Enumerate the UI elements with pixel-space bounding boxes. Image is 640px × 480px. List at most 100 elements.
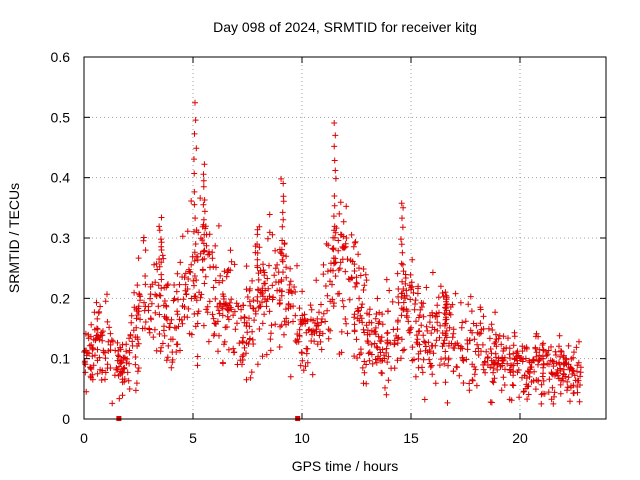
data-point-1007 <box>215 348 221 355</box>
data-point-553 <box>319 330 326 337</box>
data-point-1105 <box>434 319 441 326</box>
data-point-355 <box>368 327 375 334</box>
data-point-161 <box>433 337 440 344</box>
data-point-1393 <box>398 236 404 243</box>
data-point-429 <box>290 303 297 310</box>
data-point-912 <box>163 315 170 322</box>
data-point-1062 <box>554 366 561 373</box>
data-point-190 <box>428 330 435 337</box>
data-point-554 <box>216 310 223 317</box>
data-point-861 <box>126 335 133 342</box>
data-point-882 <box>351 328 358 335</box>
data-point-67 <box>244 294 251 300</box>
data-point-408 <box>197 294 204 301</box>
data-point-1111 <box>166 324 173 331</box>
data-point-1152 <box>505 335 511 342</box>
data-point-805 <box>436 362 443 369</box>
data-point-557 <box>343 320 350 327</box>
data-point-900 <box>106 324 113 331</box>
data-point-1307 <box>156 256 163 263</box>
data-point-1041 <box>296 305 303 312</box>
data-point-1196 <box>514 360 521 367</box>
data-point-877 <box>421 338 427 345</box>
data-point-377 <box>309 371 316 378</box>
data-point-923 <box>163 284 170 291</box>
data-point-365 <box>576 338 582 345</box>
data-point-1387 <box>400 286 407 292</box>
data-point-548 <box>303 350 310 357</box>
data-point-76 <box>272 265 279 272</box>
data-point-1230 <box>384 330 391 337</box>
data-point-324 <box>379 311 386 318</box>
data-point-980 <box>532 344 539 351</box>
data-point-1275 <box>500 333 507 340</box>
y-axis-label: SRMTID / TECUs <box>6 183 22 293</box>
data-point-1372 <box>330 245 337 252</box>
data-point-1226 <box>487 399 494 406</box>
data-point-203 <box>478 348 484 355</box>
data-point-407 <box>419 369 426 376</box>
data-point-1043 <box>565 374 572 381</box>
data-point-921 <box>433 310 440 317</box>
data-point-421 <box>360 287 367 293</box>
data-point-536 <box>400 299 407 306</box>
data-point-228 <box>441 360 448 367</box>
data-point-1248 <box>516 394 523 401</box>
data-point-230 <box>156 311 163 318</box>
data-point-140 <box>402 280 409 287</box>
data-point-1379 <box>332 167 339 174</box>
data-point-552 <box>475 352 482 358</box>
data-point-1313 <box>158 214 165 221</box>
data-point-170 <box>161 298 168 304</box>
data-point-1184 <box>429 269 436 276</box>
data-point-288 <box>313 277 320 284</box>
data-point-199 <box>359 301 366 308</box>
data-point-680 <box>361 358 368 365</box>
data-point-220 <box>480 313 487 320</box>
data-point-1396 <box>400 204 407 211</box>
data-point-1174 <box>478 326 485 333</box>
data-point-925 <box>171 295 178 302</box>
data-point-438 <box>394 357 401 364</box>
data-point-1270 <box>94 370 101 377</box>
data-point-306 <box>351 239 358 246</box>
data-point-1208 <box>211 331 218 337</box>
data-point-1340 <box>200 171 207 178</box>
data-point-616 <box>134 334 141 341</box>
data-point-809 <box>316 309 322 316</box>
data-point-564 <box>206 298 213 305</box>
data-point-1218 <box>495 335 502 342</box>
data-point-1195 <box>90 345 97 352</box>
data-point-1210 <box>185 305 192 312</box>
data-point-516 <box>219 277 226 284</box>
data-point-464 <box>350 243 357 250</box>
data-point-589 <box>269 231 276 238</box>
data-point-185 <box>161 332 168 339</box>
data-point-1061 <box>137 297 143 304</box>
data-point-881 <box>337 199 344 206</box>
data-point-1122 <box>538 400 545 407</box>
data-point-1004 <box>492 331 499 338</box>
data-point-826 <box>557 365 564 372</box>
data-point-1288 <box>205 338 212 345</box>
data-point-196 <box>227 247 234 254</box>
data-point-874 <box>338 349 345 356</box>
data-point-424 <box>121 376 128 382</box>
data-point-250 <box>536 346 543 353</box>
data-point-801 <box>305 327 312 334</box>
data-point-1203 <box>241 314 248 320</box>
data-point-274 <box>395 299 402 306</box>
data-point-1021 <box>142 273 149 279</box>
data-point-177 <box>228 296 235 303</box>
data-point-1048 <box>314 341 321 348</box>
data-point-1086 <box>448 340 455 347</box>
data-point-1027 <box>421 396 428 403</box>
x-tick-label-1: 5 <box>189 430 197 446</box>
data-point-764 <box>401 346 408 353</box>
data-point-683 <box>379 321 386 328</box>
data-point-570 <box>361 369 368 376</box>
data-point-630 <box>140 234 147 241</box>
data-point-1305 <box>156 263 163 270</box>
data-point-863 <box>402 271 409 278</box>
